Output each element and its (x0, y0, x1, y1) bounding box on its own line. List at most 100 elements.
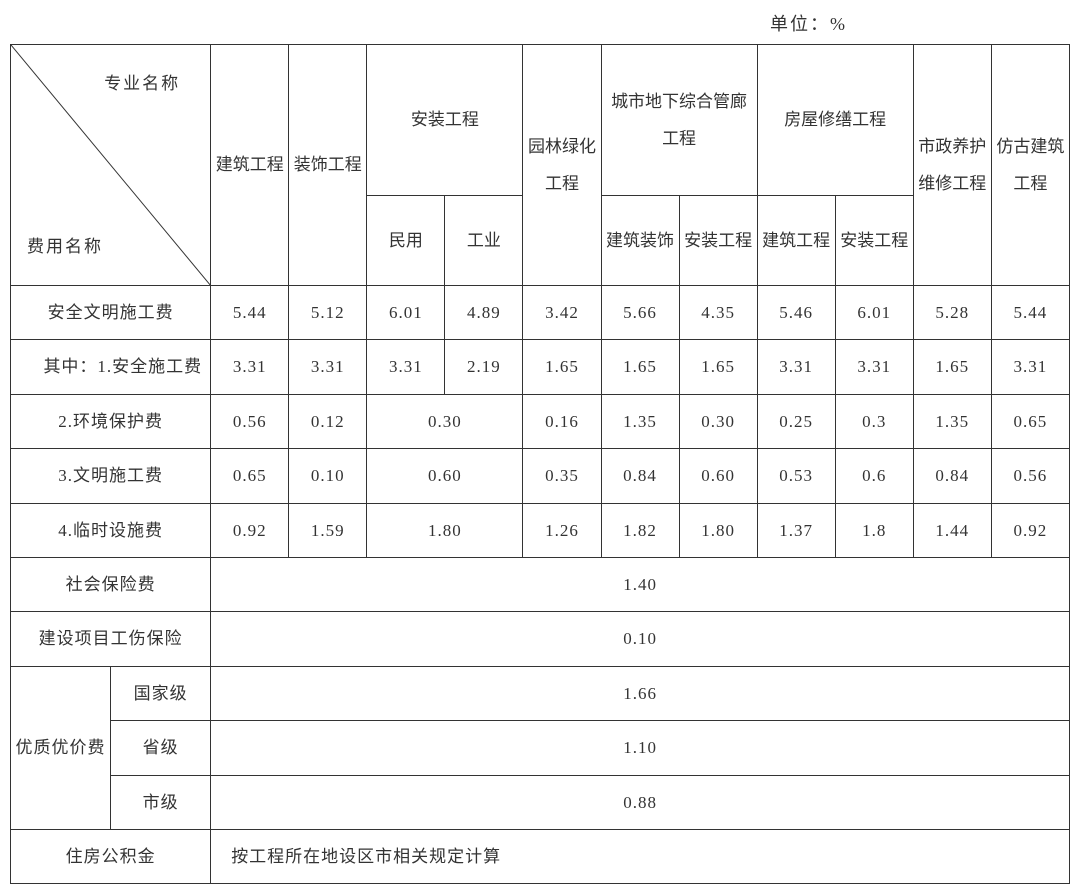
cell: 1.65 (523, 340, 601, 394)
row-name: 3.文明施工费 (11, 449, 211, 503)
cell: 0.30 (367, 394, 523, 448)
row-name: 其中：1.安全施工费 (11, 340, 211, 394)
cell: 0.60 (679, 449, 757, 503)
cell: 0.16 (523, 394, 601, 448)
cell: 1.80 (679, 503, 757, 557)
cell: 0.88 (211, 775, 1070, 829)
col-header-yuanlin: 园林绿化工程 (523, 45, 601, 286)
cell: 1.10 (211, 721, 1070, 775)
cell: 0.56 (211, 394, 289, 448)
cell: 4.35 (679, 286, 757, 340)
cell: 5.44 (991, 286, 1069, 340)
col-header-chengshi-az: 安装工程 (679, 196, 757, 286)
cell: 6.01 (367, 286, 445, 340)
table-row: 优质优价费 国家级 1.66 (11, 666, 1070, 720)
cell: 0.35 (523, 449, 601, 503)
col-header-chengshi-jz: 建筑装饰 (601, 196, 679, 286)
cell: 3.42 (523, 286, 601, 340)
cell: 0.12 (289, 394, 367, 448)
cell: 按工程所在地设区市相关规定计算 (211, 829, 1070, 883)
col-header-jianzhu: 建筑工程 (211, 45, 289, 286)
cell: 0.53 (757, 449, 835, 503)
col-header-fanggu: 仿古建筑工程 (991, 45, 1069, 286)
cell: 0.3 (835, 394, 913, 448)
cell: 1.37 (757, 503, 835, 557)
row-name: 2.环境保护费 (11, 394, 211, 448)
cell: 0.60 (367, 449, 523, 503)
rate-table: 专业名称 费用名称 建筑工程 装饰工程 安装工程 园林绿化工程 城市地下综合管廊… (10, 44, 1070, 884)
table-row: 建设项目工伤保险 0.10 (11, 612, 1070, 666)
cell: 1.35 (601, 394, 679, 448)
col-header-anzhuang: 安装工程 (367, 45, 523, 196)
header-diagonal-cell: 专业名称 费用名称 (11, 45, 211, 286)
cell: 6.01 (835, 286, 913, 340)
cell: 0.6 (835, 449, 913, 503)
cell: 4.89 (445, 286, 523, 340)
cell: 1.8 (835, 503, 913, 557)
table-row: 3.文明施工费 0.65 0.10 0.60 0.35 0.84 0.60 0.… (11, 449, 1070, 503)
col-header-chengshi: 城市地下综合管廊工程 (601, 45, 757, 196)
row-name: 市级 (111, 775, 211, 829)
cell: 0.84 (601, 449, 679, 503)
cell: 0.56 (991, 449, 1069, 503)
col-header-zhuangshi: 装饰工程 (289, 45, 367, 286)
col-header-anzhuang-min: 民用 (367, 196, 445, 286)
row-name: 社会保险费 (11, 557, 211, 611)
diag-top-label: 专业名称 (104, 65, 180, 102)
table-row: 其中：1.安全施工费 3.31 3.31 3.31 2.19 1.65 1.65… (11, 340, 1070, 394)
cell: 1.59 (289, 503, 367, 557)
cell: 1.65 (679, 340, 757, 394)
cell: 1.66 (211, 666, 1070, 720)
table-row: 省级 1.10 (11, 721, 1070, 775)
col-header-fangwu-az: 安装工程 (835, 196, 913, 286)
cell: 0.25 (757, 394, 835, 448)
table-row: 4.临时设施费 0.92 1.59 1.80 1.26 1.82 1.80 1.… (11, 503, 1070, 557)
row-group-name: 优质优价费 (11, 666, 111, 829)
diag-bottom-label: 费用名称 (27, 228, 103, 265)
cell: 3.31 (991, 340, 1069, 394)
cell: 3.31 (757, 340, 835, 394)
table-row: 市级 0.88 (11, 775, 1070, 829)
cell: 5.44 (211, 286, 289, 340)
row-name: 住房公积金 (11, 829, 211, 883)
unit-label: 单位：% (770, 10, 1070, 36)
cell: 1.44 (913, 503, 991, 557)
cell: 3.31 (211, 340, 289, 394)
cell: 1.35 (913, 394, 991, 448)
cell: 1.82 (601, 503, 679, 557)
cell: 0.30 (679, 394, 757, 448)
row-name: 国家级 (111, 666, 211, 720)
cell: 5.12 (289, 286, 367, 340)
row-name: 安全文明施工费 (11, 286, 211, 340)
row-name: 省级 (111, 721, 211, 775)
cell: 0.92 (211, 503, 289, 557)
cell: 0.92 (991, 503, 1069, 557)
cell: 1.26 (523, 503, 601, 557)
header-row-1: 专业名称 费用名称 建筑工程 装饰工程 安装工程 园林绿化工程 城市地下综合管廊… (11, 45, 1070, 196)
cell: 0.65 (211, 449, 289, 503)
cell: 5.46 (757, 286, 835, 340)
cell: 0.65 (991, 394, 1069, 448)
row-name: 4.临时设施费 (11, 503, 211, 557)
col-header-shizheng: 市政养护维修工程 (913, 45, 991, 286)
col-header-fangwu: 房屋修缮工程 (757, 45, 913, 196)
cell: 5.66 (601, 286, 679, 340)
cell: 0.84 (913, 449, 991, 503)
cell: 1.40 (211, 557, 1070, 611)
table-row: 住房公积金 按工程所在地设区市相关规定计算 (11, 829, 1070, 883)
table-row: 2.环境保护费 0.56 0.12 0.30 0.16 1.35 0.30 0.… (11, 394, 1070, 448)
col-header-fangwu-jz: 建筑工程 (757, 196, 835, 286)
cell: 5.28 (913, 286, 991, 340)
cell: 3.31 (289, 340, 367, 394)
cell: 3.31 (835, 340, 913, 394)
cell: 0.10 (211, 612, 1070, 666)
cell: 3.31 (367, 340, 445, 394)
row-name: 建设项目工伤保险 (11, 612, 211, 666)
cell: 2.19 (445, 340, 523, 394)
cell: 1.65 (913, 340, 991, 394)
table-row: 社会保险费 1.40 (11, 557, 1070, 611)
table-row: 安全文明施工费 5.44 5.12 6.01 4.89 3.42 5.66 4.… (11, 286, 1070, 340)
cell: 1.65 (601, 340, 679, 394)
col-header-anzhuang-gong: 工业 (445, 196, 523, 286)
cell: 1.80 (367, 503, 523, 557)
